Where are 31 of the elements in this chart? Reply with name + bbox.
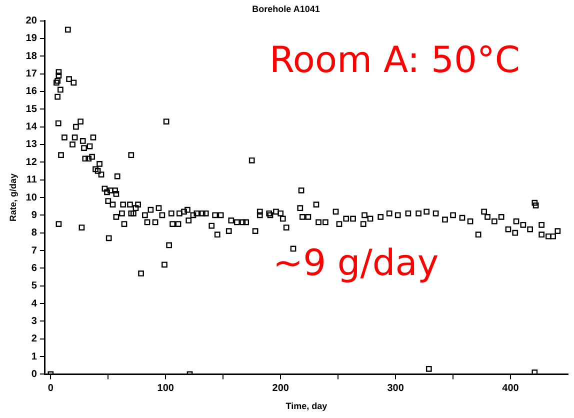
x-tick-label: 300 (387, 382, 404, 394)
y-tick-label: 16 (26, 86, 38, 98)
y-tick-label: 11 (26, 174, 38, 186)
annotation: Room A: 50°C (270, 40, 520, 82)
y-tick-label: 1 (31, 351, 38, 362)
x-tick-label: 0 (48, 382, 54, 394)
y-tick-label: 5 (31, 280, 38, 292)
y-tick-label: 18 (26, 50, 38, 62)
y-tick-label: 13 (26, 139, 38, 150)
y-tick-label: 6 (31, 262, 38, 274)
annotation: ~9 g/day (272, 243, 439, 284)
y-tick-label: 7 (31, 245, 38, 256)
y-tick-label: 17 (26, 68, 38, 80)
y-tick-label: 9 (31, 210, 38, 221)
x-tick-label: 200 (272, 382, 290, 394)
chart-title: Borehole A1041 (252, 4, 320, 14)
y-tick-label: 3 (31, 316, 38, 327)
y-tick-label: 20 (26, 16, 38, 27)
y-tick-label: 0 (31, 368, 38, 380)
x-tick-label: 100 (157, 382, 174, 394)
y-tick-label: 12 (26, 156, 38, 168)
x-axis-title: Time, day (286, 401, 328, 412)
y-tick-label: 4 (31, 298, 38, 310)
y-tick-label: 15 (26, 104, 38, 115)
y-tick-label: 14 (26, 122, 38, 133)
y-axis-title: Rate, g/day (8, 173, 18, 222)
y-tick-label: 8 (31, 228, 38, 239)
y-tick-label: 2 (31, 334, 38, 345)
x-tick-label: 400 (502, 382, 520, 394)
y-tick-label: 10 (26, 192, 38, 204)
y-tick-label: 19 (26, 33, 38, 44)
